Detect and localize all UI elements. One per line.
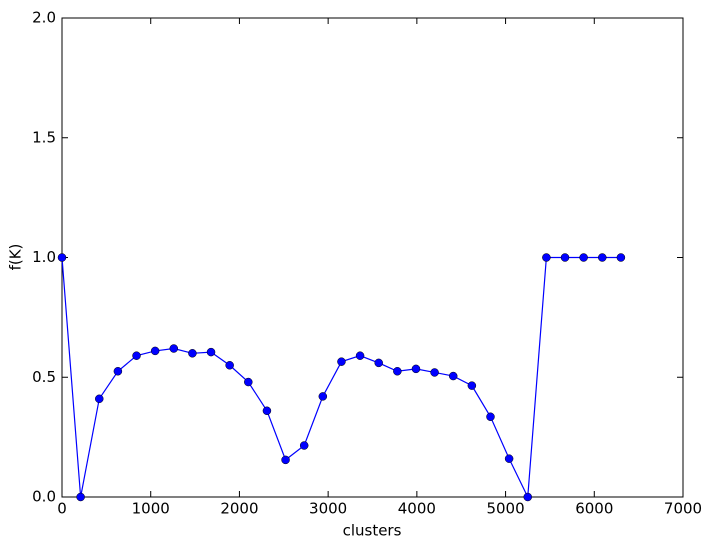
data-point	[411, 364, 421, 374]
x-tick-label: 0	[57, 500, 67, 518]
x-tick-label: 5000	[486, 500, 524, 518]
data-point	[374, 358, 383, 368]
data-point	[448, 371, 458, 381]
data-point	[132, 351, 141, 360]
y-tick-label: 0.0	[32, 488, 56, 506]
y-tick-label: 2.0	[32, 9, 56, 27]
data-point	[281, 455, 290, 465]
data-point	[616, 253, 626, 262]
data-point	[206, 347, 216, 357]
data-point	[560, 253, 570, 262]
data-point	[542, 253, 551, 262]
data-point	[355, 351, 365, 360]
x-tick-label: 6000	[575, 500, 613, 518]
data-point	[579, 253, 588, 262]
x-tick-label: 4000	[398, 500, 436, 518]
data-point	[504, 454, 514, 463]
data-point	[337, 357, 346, 366]
x-axis-label: clusters	[343, 522, 402, 540]
data-point	[95, 394, 104, 404]
x-tick-label: 2000	[220, 500, 258, 518]
data-point	[57, 253, 67, 262]
data-point	[523, 492, 532, 502]
data-point	[225, 361, 234, 370]
x-tick-label: 3000	[309, 500, 347, 518]
data-point	[486, 412, 495, 422]
data-point	[430, 368, 439, 377]
y-tick-label: 1.5	[32, 128, 56, 146]
data-point	[150, 346, 160, 356]
data-point	[244, 377, 253, 387]
data-point	[393, 367, 402, 376]
y-tick-label: 1.0	[32, 248, 56, 266]
data-point	[598, 253, 607, 262]
data-point	[467, 381, 477, 390]
data-point	[188, 349, 197, 358]
data-point	[113, 367, 123, 376]
x-tick-label: 1000	[132, 500, 170, 518]
data-point	[318, 392, 328, 401]
data-point	[76, 492, 85, 502]
x-tick-label: 7000	[664, 500, 702, 518]
data-point	[169, 344, 179, 353]
data-point	[262, 406, 272, 416]
y-axis-label: f(K)	[7, 244, 25, 271]
data-point	[299, 441, 309, 450]
y-tick-label: 0.5	[32, 368, 56, 386]
